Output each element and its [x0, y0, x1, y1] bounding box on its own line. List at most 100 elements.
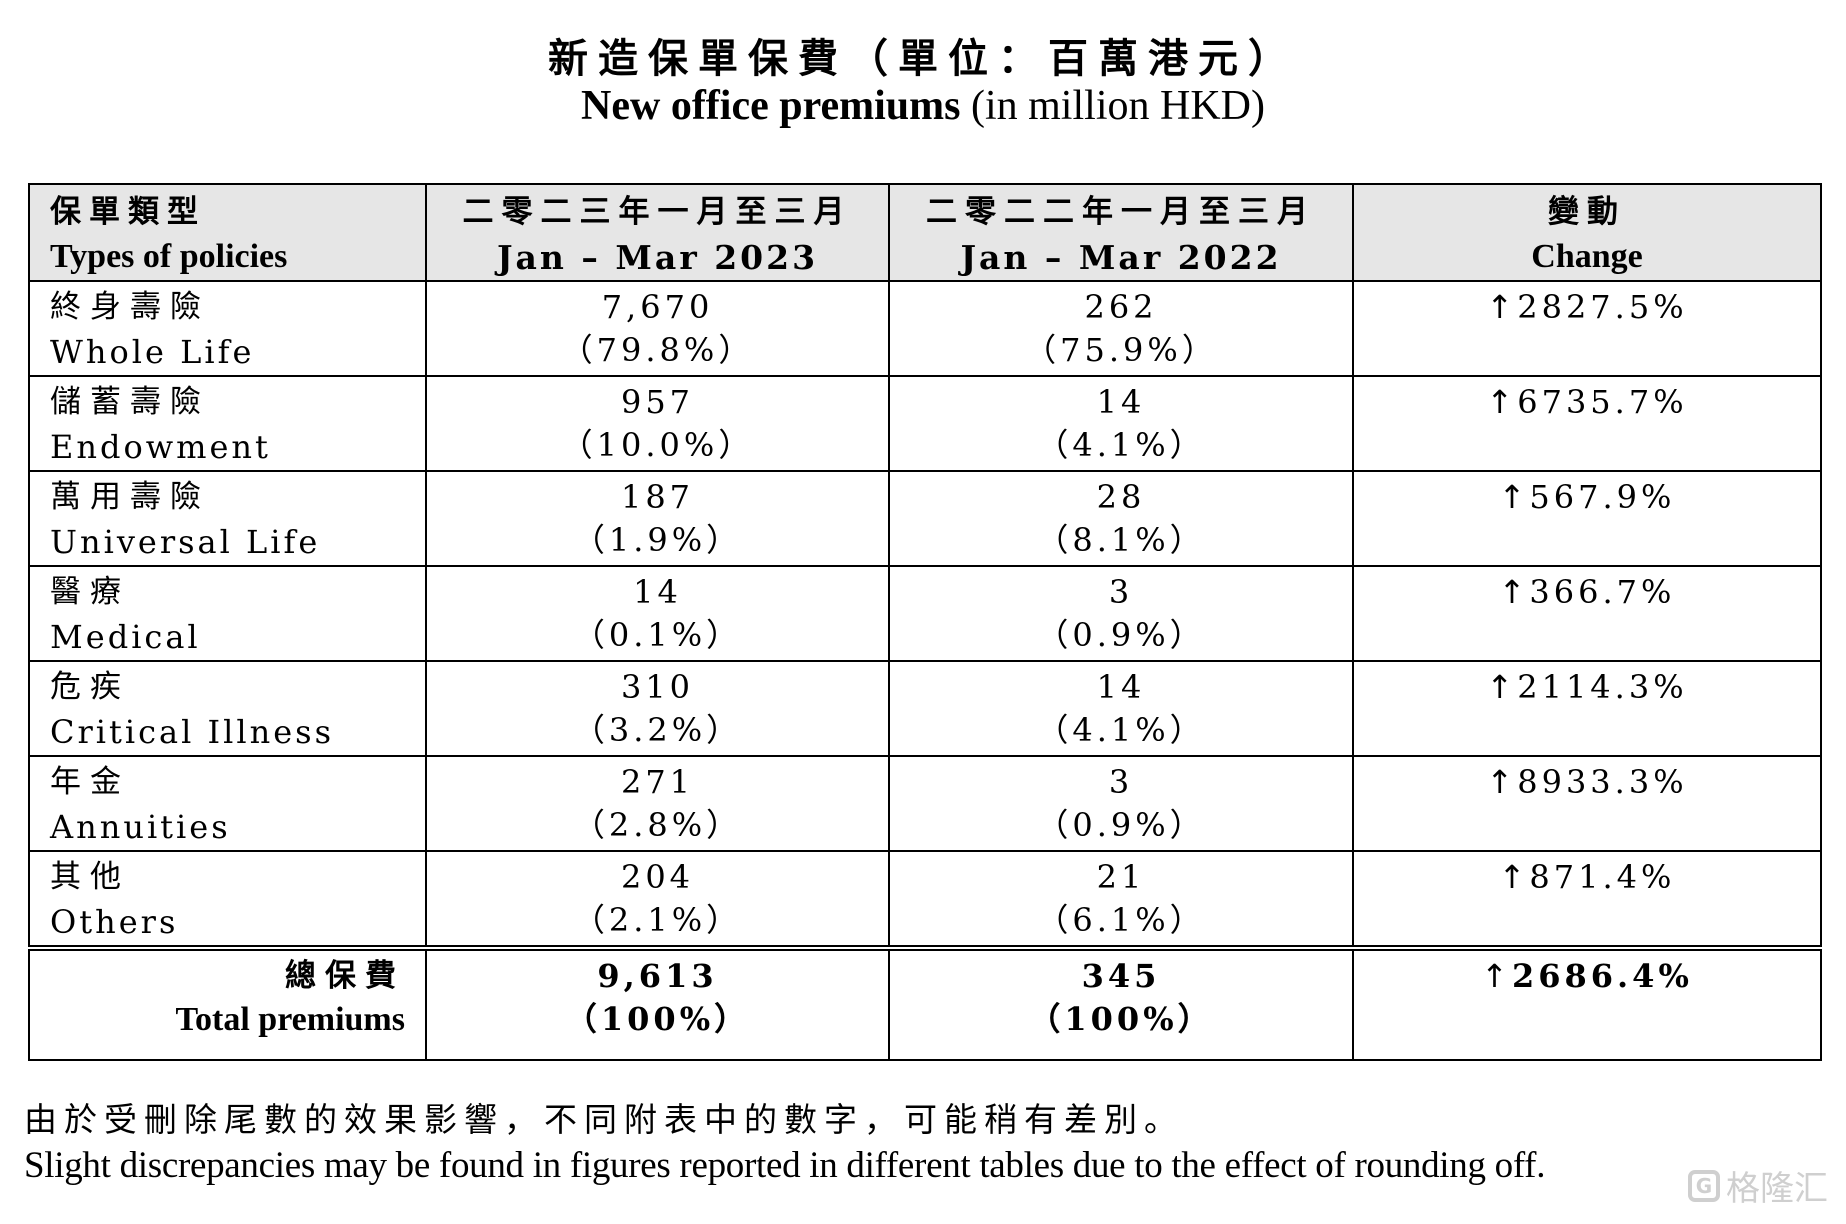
table-row: 年金 Annuities 271 （2.8%） 3 （0.9%） ↑8933.3% [28, 755, 1822, 852]
value-2023: 14 [633, 573, 682, 611]
value-2022: 14 [1096, 383, 1146, 421]
total-label-cell: 總保費 Total premiums [28, 945, 427, 1061]
share-2022: （8.1%） [1036, 521, 1206, 559]
total-2022-cell: 345 （100%） [888, 945, 1354, 1061]
change: ↑2114.3% [1486, 666, 1687, 709]
change-cell: ↑2827.5% [1352, 280, 1822, 377]
change: ↑871.4% [1499, 856, 1676, 899]
value-2022: 21 [1096, 858, 1146, 896]
policy-type-en: Critical Illness [50, 713, 335, 751]
header-zh: 二零二三年一月至三月 [462, 194, 853, 230]
change-value: 2827.5% [1517, 288, 1688, 326]
table-row: 危疾 Critical Illness 310 （3.2%） 14 （4.1%） ↑2114… [28, 660, 1822, 757]
policy-type-zh: 醫療 [50, 574, 130, 610]
header-2022: 二零二二年一月至三月 Jan – Mar 2022 [888, 183, 1354, 282]
change-cell: ↑2114.3% [1352, 660, 1822, 757]
header-en: Types of policies [50, 238, 288, 275]
page-title-en: New office premiums (in million HKD) [0, 82, 1846, 130]
change-value: 8933.3% [1517, 763, 1688, 801]
value-2023: 310 [620, 668, 695, 706]
value-2023-cell: 271 （2.8%） [425, 755, 890, 852]
total-label-en: Total premiums [175, 1001, 405, 1038]
value-2022-cell: 28 （8.1%） [888, 470, 1354, 567]
footnote-en: Slight discrepancies may be found in fig… [24, 1145, 1546, 1186]
policy-type-cell: 年金 Annuities [28, 755, 427, 852]
table-row: 萬用壽險 Universal Life 187 （1.9%） 28 （8.1%） ↑567.… [28, 470, 1822, 567]
policy-type-cell: 終身壽險 Whole Life [28, 280, 427, 377]
value-2023: 187 [620, 478, 695, 516]
value-2022-cell: 3 （0.9%） [888, 565, 1354, 662]
change-value: 6735.7% [1517, 383, 1688, 421]
up-arrow-icon: ↑ [1486, 288, 1518, 326]
up-arrow-icon: ↑ [1486, 763, 1518, 801]
table-row: 終身壽險 Whole Life 7,670 （79.8%） 262 （75.9%） ↑282… [28, 280, 1822, 377]
value-2023: 204 [620, 858, 695, 896]
header-2023: 二零二三年一月至三月 Jan – Mar 2023 [425, 183, 890, 282]
table-row: 醫療 Medical 14 （0.1%） 3 （0.9%） ↑366.7% [28, 565, 1822, 662]
value-2023-cell: 310 （3.2%） [425, 660, 890, 757]
policy-type-zh: 其他 [50, 859, 130, 895]
policy-type-zh: 儲蓄壽險 [50, 384, 210, 420]
change-cell: ↑871.4% [1352, 850, 1822, 949]
policy-type-cell: 其他 Others [28, 850, 427, 949]
header-policy-type: 保單類型 Types of policies [28, 183, 427, 282]
total-change: ↑2686.4% [1481, 955, 1693, 998]
value-2023-cell: 187 （1.9%） [425, 470, 890, 567]
page-title-zh: 新造保單保費（單位：百萬港元） [548, 35, 1298, 82]
page-title-en-unit: (in million HKD) [960, 83, 1265, 129]
value-2023-cell: 7,670 （79.8%） [425, 280, 890, 377]
policy-type-zh: 終身壽險 [50, 289, 210, 325]
share-2023: （79.8%） [560, 331, 755, 369]
value-2022: 3 [1108, 573, 1134, 611]
policy-type-en: Endowment [50, 428, 271, 466]
change: ↑567.9% [1499, 476, 1676, 519]
share-2022: （6.1%） [1036, 901, 1206, 939]
policy-type-cell: 危疾 Critical Illness [28, 660, 427, 757]
change-value: 567.9% [1529, 478, 1676, 516]
change-cell: ↑567.9% [1352, 470, 1822, 567]
change-value: 2114.3% [1517, 668, 1688, 706]
policy-type-zh: 危疾 [50, 669, 130, 705]
change: ↑6735.7% [1486, 381, 1687, 424]
total-change-cell: ↑2686.4% [1352, 945, 1822, 1061]
header-zh: 二零二二年一月至三月 [926, 194, 1316, 230]
header-en: Jan – Mar 2022 [960, 238, 1282, 277]
watermark-text: 格隆汇 [1726, 1169, 1828, 1209]
share-2023: （10.0%） [560, 426, 755, 464]
up-arrow-icon: ↑ [1486, 668, 1518, 706]
policy-type-zh: 年金 [50, 764, 130, 800]
share-2023: （1.9%） [572, 521, 743, 559]
change-cell: ↑366.7% [1352, 565, 1822, 662]
policy-type-en: Whole Life [50, 333, 255, 371]
value-2023-cell: 204 （2.1%） [425, 850, 890, 949]
value-2022-cell: 14 （4.1%） [888, 375, 1354, 472]
up-arrow-icon: ↑ [1486, 383, 1518, 421]
premiums-table: 保單類型 Types of policies 二零二三年一月至三月 Jan – … [28, 183, 1822, 1061]
change-cell: ↑8933.3% [1352, 755, 1822, 852]
header-en: Change [1531, 238, 1643, 275]
change: ↑2827.5% [1486, 286, 1687, 329]
watermark: G 格隆汇 [1688, 1161, 1828, 1210]
share-2023: （0.1%） [572, 616, 743, 654]
policy-type-en: Others [50, 903, 179, 941]
change: ↑366.7% [1499, 571, 1676, 614]
table-header-row: 保單類型 Types of policies 二零二三年一月至三月 Jan – … [28, 183, 1822, 282]
gelonghui-logo-icon: G [1688, 1169, 1720, 1202]
up-arrow-icon: ↑ [1498, 573, 1530, 611]
value-2022: 262 [1084, 288, 1158, 326]
policy-type-cell: 儲蓄壽險 Endowment [28, 375, 427, 472]
policy-type-en: Medical [50, 618, 201, 656]
total-2023-value: 9,613 [597, 957, 718, 995]
up-arrow-icon: ↑ [1481, 957, 1512, 995]
policy-type-cell: 醫療 Medical [28, 565, 427, 662]
total-row: 總保費 Total premiums 9,613 （100%） 345 （100… [28, 945, 1822, 1061]
share-2022: （0.9%） [1036, 616, 1206, 654]
page-title-en-bold: New office premiums [581, 83, 961, 129]
total-2022-value: 345 [1081, 957, 1161, 995]
value-2022-cell: 262 （75.9%） [888, 280, 1354, 377]
policy-type-en: Universal Life [50, 523, 321, 561]
up-arrow-icon: ↑ [1498, 478, 1530, 516]
total-label-zh: 總保費 [285, 958, 405, 994]
header-zh: 保單類型 [50, 194, 206, 230]
value-2023-cell: 14 （0.1%） [425, 565, 890, 662]
